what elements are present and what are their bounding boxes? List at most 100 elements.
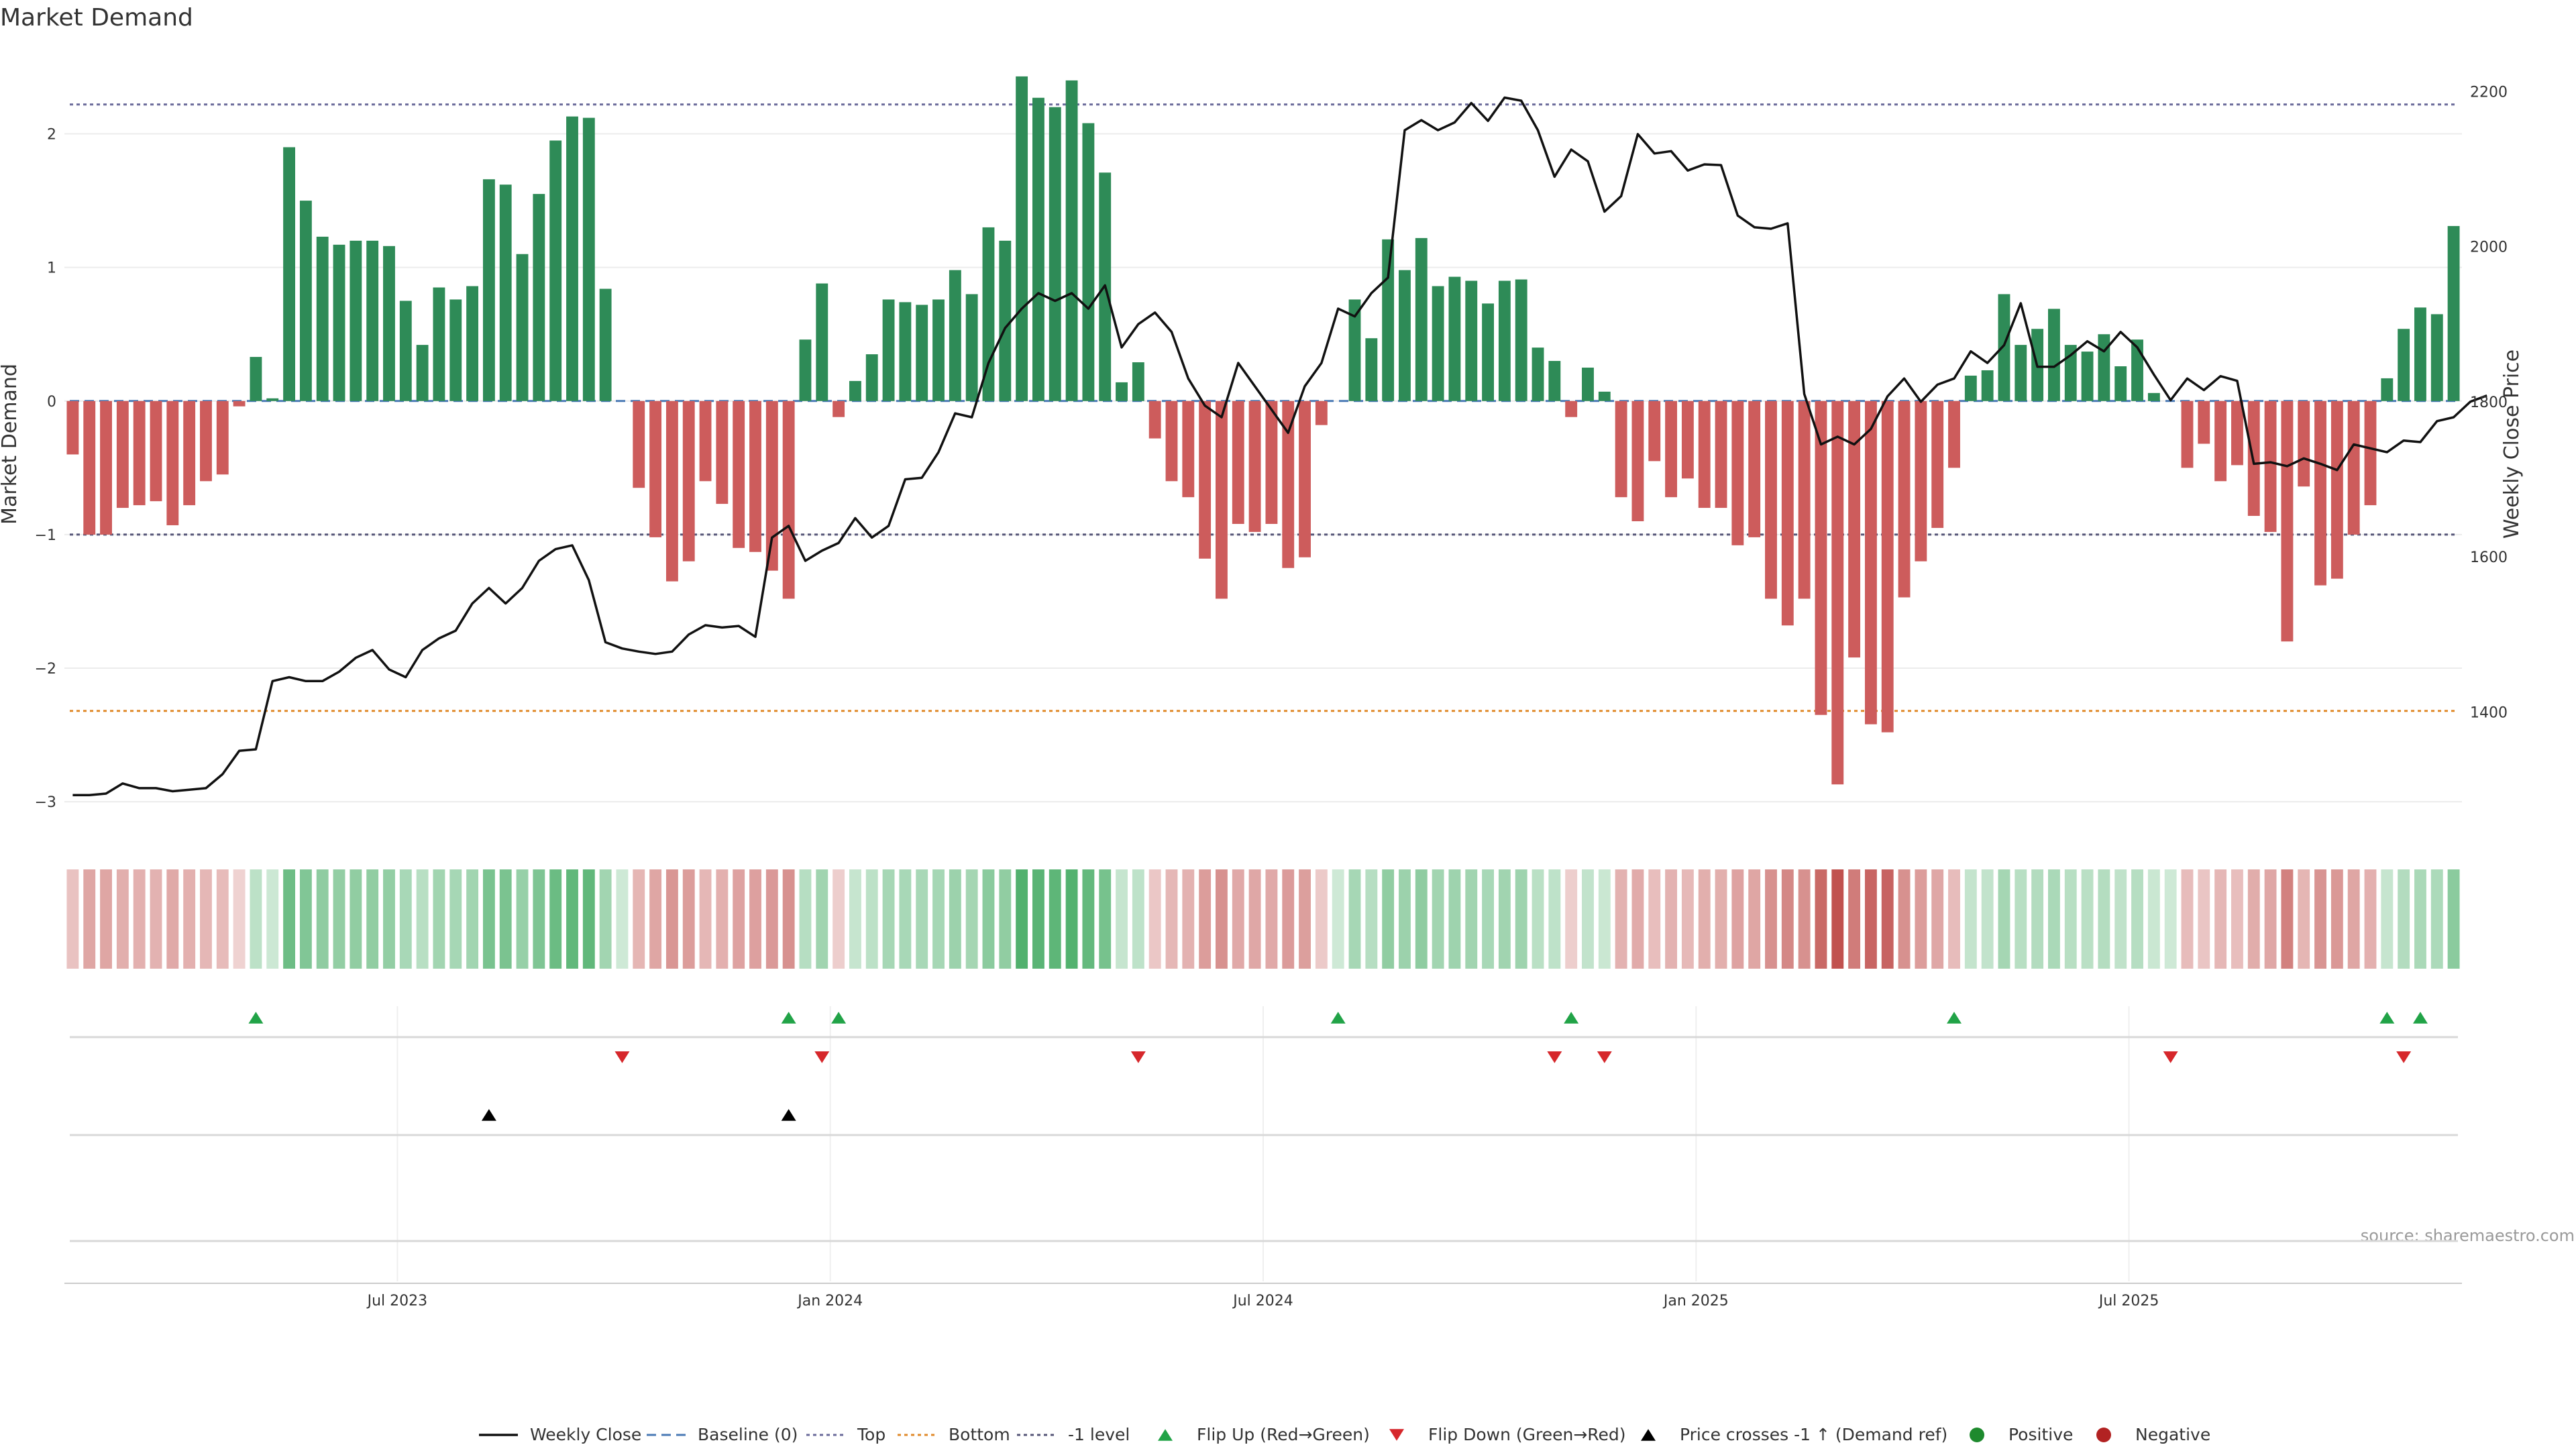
heat-cell <box>2381 869 2394 969</box>
negative-demand-bar <box>1765 400 1777 599</box>
heat-cell <box>482 869 495 969</box>
y-left-tick-label: −1 <box>35 527 56 544</box>
weekly-close-line <box>72 96 2487 797</box>
negative-demand-bar <box>1648 400 1661 462</box>
heat-cell <box>549 869 562 969</box>
negative-demand-bar <box>1715 400 1727 508</box>
negative-demand-bar <box>1731 400 1744 545</box>
heat-cell <box>1299 869 1311 969</box>
heat-cell <box>2398 869 2410 969</box>
positive-demand-bar <box>2098 334 2110 401</box>
positive-demand-bar <box>932 299 945 401</box>
heat-cell <box>2281 869 2294 969</box>
heat-cell <box>782 869 795 969</box>
heat-cell <box>566 869 578 969</box>
positive-demand-bar <box>1399 270 1411 401</box>
reference-lines <box>70 103 2455 712</box>
legend[interactable]: Weekly Close Baseline (0) Top Bottom -1 leve… <box>479 1425 2210 1444</box>
positive-demand-bar <box>2414 307 2426 401</box>
heat-cell <box>1465 869 1478 969</box>
heat-cell <box>333 869 345 969</box>
negative-demand-bar <box>765 400 778 571</box>
heat-cell <box>1781 869 1794 969</box>
positive-demand-bar <box>599 288 612 401</box>
positive-demand-bar <box>1032 97 1044 401</box>
y-right-tick-label: 2200 <box>2470 84 2508 101</box>
flip-up-marker <box>1947 1012 1962 1024</box>
heat-cell <box>299 869 312 969</box>
heat-cell <box>1731 869 1744 969</box>
heat-cell <box>2298 869 2310 969</box>
heat-cell <box>849 869 861 969</box>
heat-cell <box>1698 869 1711 969</box>
heat-cell <box>2147 869 2160 969</box>
legend-label: Baseline (0) <box>698 1425 798 1444</box>
heat-cell <box>2231 869 2243 969</box>
y-left-tick-label: −2 <box>35 661 56 678</box>
positive-demand-bar <box>849 380 861 401</box>
positive-demand-bar <box>2081 352 2094 401</box>
negative-demand-bar <box>1282 400 1295 568</box>
negative-demand-bar <box>1931 400 1944 528</box>
heat-cell <box>2131 869 2143 969</box>
negative-demand-bar <box>2347 400 2360 535</box>
x-tick-label: Jan 2024 <box>796 1293 863 1309</box>
heat-cell <box>1648 869 1661 969</box>
positive-demand-bar <box>449 299 462 401</box>
positive-demand-bar <box>949 270 961 401</box>
positive-demand-bar <box>1981 370 1994 401</box>
chart-title: Market Demand <box>0 4 193 32</box>
negative-demand-bar <box>782 400 795 599</box>
demand-bars <box>66 76 2460 785</box>
negative-demand-bar <box>1232 400 1244 524</box>
heat-cell <box>1915 869 1927 969</box>
heat-cell <box>699 869 712 969</box>
heat-cell <box>133 869 146 969</box>
heat-cell <box>1082 869 1095 969</box>
heat-cell <box>665 869 678 969</box>
heat-cell <box>1981 869 1994 969</box>
heat-cell <box>833 869 845 969</box>
negative-demand-bar <box>1565 400 1578 417</box>
legend-symbol-triangle-down <box>1389 1429 1404 1441</box>
heat-cell <box>799 869 812 969</box>
negative-demand-bar <box>216 400 229 475</box>
heat-cell <box>1898 869 1911 969</box>
demand-heat-strip <box>66 869 2460 969</box>
negative-demand-bar <box>2364 400 2377 506</box>
negative-demand-bar <box>1216 400 1228 599</box>
positive-demand-bar <box>1382 239 1395 401</box>
heat-cell <box>183 869 196 969</box>
negative-demand-bar <box>649 400 662 537</box>
heat-cell <box>366 869 379 969</box>
heat-cell <box>2430 869 2443 969</box>
y-right-tick-label: 2000 <box>2470 239 2508 256</box>
negative-demand-bar <box>1182 400 1195 498</box>
grid <box>64 133 2462 1284</box>
heat-cell <box>399 869 412 969</box>
positive-demand-bar <box>2047 309 2060 401</box>
heat-cell <box>2047 869 2060 969</box>
heat-cell <box>250 869 262 969</box>
positive-demand-bar <box>999 240 1012 401</box>
heat-cell <box>1948 869 1960 969</box>
negative-demand-bar <box>716 400 729 504</box>
x-tick-label: Jul 2025 <box>2098 1293 2159 1309</box>
positive-demand-bar <box>1482 303 1494 401</box>
heat-cell <box>633 869 645 969</box>
heat-cell <box>316 869 329 969</box>
heat-cell <box>383 869 395 969</box>
flip-down-marker <box>1547 1051 1562 1063</box>
price-cross-marker <box>481 1109 496 1121</box>
heat-cell <box>2064 869 2077 969</box>
heat-cell <box>2414 869 2426 969</box>
negative-demand-bar <box>2264 400 2277 532</box>
heat-cell <box>1216 869 1228 969</box>
legend-symbol-circle <box>1970 1428 1984 1442</box>
legend-symbol-triangle-up <box>1641 1429 1656 1441</box>
positive-demand-bar <box>816 283 828 401</box>
negative-demand-bar <box>1315 400 1328 425</box>
positive-demand-bar <box>799 339 812 401</box>
price-cross-marker <box>781 1109 796 1121</box>
